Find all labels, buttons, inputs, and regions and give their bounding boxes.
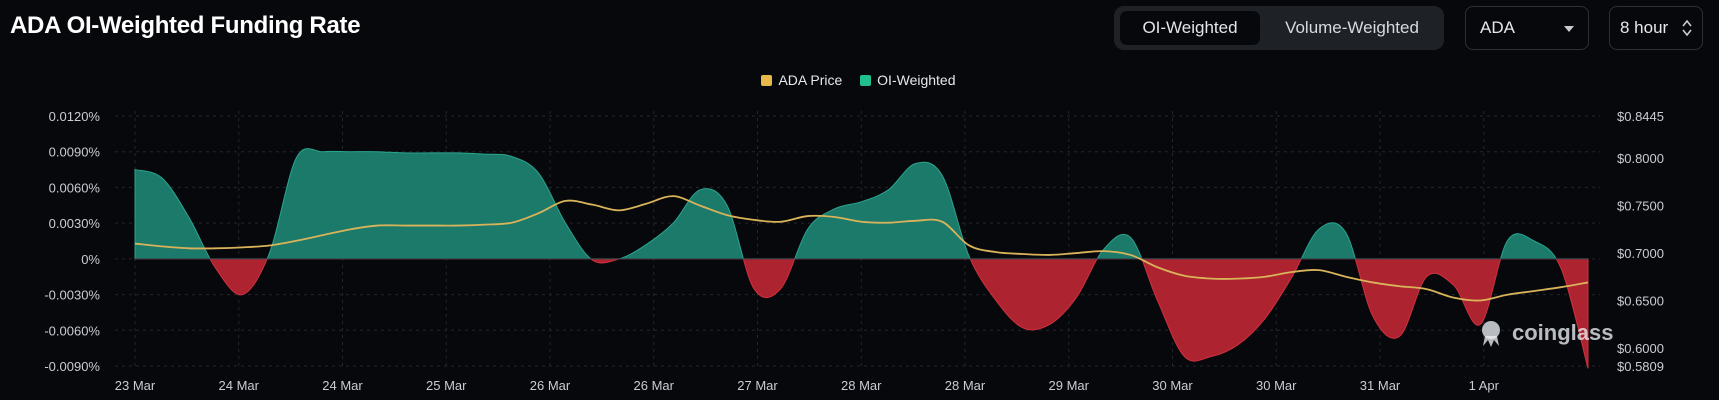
y-left-tick-label: 0.0060% — [49, 180, 101, 195]
legend-swatch-price — [761, 74, 773, 86]
x-tick-label: 23 Mar — [115, 378, 156, 393]
x-tick-label: 30 Mar — [1256, 378, 1297, 393]
interval-select[interactable]: 8 hour — [1609, 6, 1703, 50]
x-tick-label: 26 Mar — [634, 378, 675, 393]
x-tick-label: 31 Mar — [1360, 378, 1401, 393]
x-tick-label: 28 Mar — [841, 378, 882, 393]
tab-volume-weighted[interactable]: Volume-Weighted — [1285, 18, 1419, 37]
y-left-tick-label: -0.0030% — [44, 288, 100, 303]
coin-select[interactable]: ADA — [1465, 6, 1589, 50]
y-right-tick-label: $0.5809 — [1617, 359, 1664, 374]
oi-weighted-negative-area — [134, 258, 1589, 369]
y-left-tick-label: 0.0030% — [49, 216, 101, 231]
up-down-chevron-icon — [1682, 19, 1692, 37]
y-right-tick-label: $0.6500 — [1617, 293, 1664, 308]
x-tick-label: 24 Mar — [219, 378, 260, 393]
chart-legend: ADA Price OI-Weighted — [0, 72, 1719, 89]
y-left-tick-label: 0.0090% — [49, 145, 101, 160]
legend-label-ada-price: ADA Price — [778, 72, 843, 88]
legend-item-ada-price[interactable]: ADA Price — [761, 72, 842, 88]
chevron-down-icon — [1564, 26, 1574, 32]
y-right-tick-label: $0.7000 — [1617, 246, 1664, 261]
y-left-tick-label: -0.0060% — [44, 323, 100, 338]
x-tick-label: 30 Mar — [1152, 378, 1193, 393]
x-tick-label: 28 Mar — [945, 378, 986, 393]
x-tick-label: 24 Mar — [322, 378, 363, 393]
y-right-tick-label: $0.8445 — [1617, 109, 1664, 124]
y-left-tick-label: 0.0120% — [49, 109, 101, 124]
legend-label-oi-weighted: OI-Weighted — [877, 72, 956, 88]
page-title: ADA OI-Weighted Funding Rate — [10, 12, 361, 39]
x-tick-label: 1 Apr — [1469, 378, 1500, 393]
legend-item-oi-weighted[interactable]: OI-Weighted — [860, 72, 956, 88]
ada-price-line — [134, 195, 1589, 302]
x-tick-label: 29 Mar — [1049, 378, 1090, 393]
oi-weighted-positive-area — [134, 148, 1589, 259]
coin-select-value: ADA — [1480, 18, 1515, 37]
x-tick-label: 25 Mar — [426, 378, 467, 393]
coinglass-watermark: coinglass — [1476, 318, 1613, 348]
y-left-tick-label: 0% — [81, 252, 100, 267]
weighting-toggle: OI-Weighted Volume-Weighted — [1114, 6, 1444, 50]
legend-swatch-oi — [860, 74, 872, 86]
watermark-text: coinglass — [1512, 320, 1614, 345]
interval-select-value: 8 hour — [1620, 18, 1669, 37]
y-right-tick-label: $0.6000 — [1617, 341, 1664, 356]
coinglass-logo-icon — [1482, 321, 1500, 347]
x-tick-label: 27 Mar — [737, 378, 778, 393]
tab-oi-weighted[interactable]: OI-Weighted — [1120, 11, 1260, 45]
x-tick-label: 26 Mar — [530, 378, 571, 393]
y-right-tick-label: $0.8000 — [1617, 151, 1664, 166]
y-left-tick-label: -0.0090% — [44, 359, 100, 374]
y-right-tick-label: $0.7500 — [1617, 199, 1664, 214]
